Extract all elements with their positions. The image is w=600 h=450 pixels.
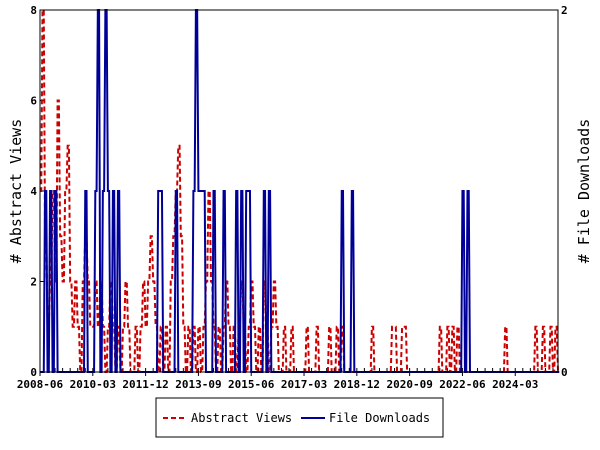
series-layer	[40, 9, 560, 373]
x-tick-label: 2013-09	[175, 378, 221, 391]
y-left-tick-label: 0	[30, 366, 37, 379]
y-left-axis-title: # Abstract Views	[7, 119, 25, 264]
y-right-tick-label: 0	[561, 366, 568, 379]
y-left-tick-label: 2	[30, 276, 37, 289]
y-left-tick-label: 4	[30, 185, 37, 198]
y-right-tick-label: 2	[561, 4, 568, 17]
x-tick-label: 2017-03	[281, 378, 327, 391]
x-tick-label: 2015-06	[228, 378, 275, 391]
legend-box	[155, 397, 444, 438]
y-right-axis-title: # File Downloads	[575, 119, 593, 264]
legend-label-file-downloads: File Downloads	[329, 411, 430, 425]
x-tick-label: 2011-12	[122, 378, 168, 391]
legend: Abstract Views File Downloads	[155, 397, 444, 438]
labels-layer: 2008-06 2010-03 2011-12 2013-09 2015-06 2017-…	[17, 4, 568, 391]
x-tick-label: 2008-06	[17, 378, 64, 391]
x-tick-label: 2022-06	[439, 378, 486, 391]
plot-frame	[39, 9, 559, 373]
legend-label-abstract-views: Abstract Views	[191, 411, 292, 425]
y-left-tick-label: 6	[30, 95, 37, 108]
y-left-tick-label: 8	[30, 4, 37, 17]
x-tick-label: 2018-12	[334, 378, 380, 391]
x-tick-label: 2024-03	[492, 378, 538, 391]
series-line-file-downloads	[40, 9, 560, 373]
x-tick-label: 2010-03	[70, 378, 116, 391]
x-tick-label: 2020-09	[386, 378, 432, 391]
